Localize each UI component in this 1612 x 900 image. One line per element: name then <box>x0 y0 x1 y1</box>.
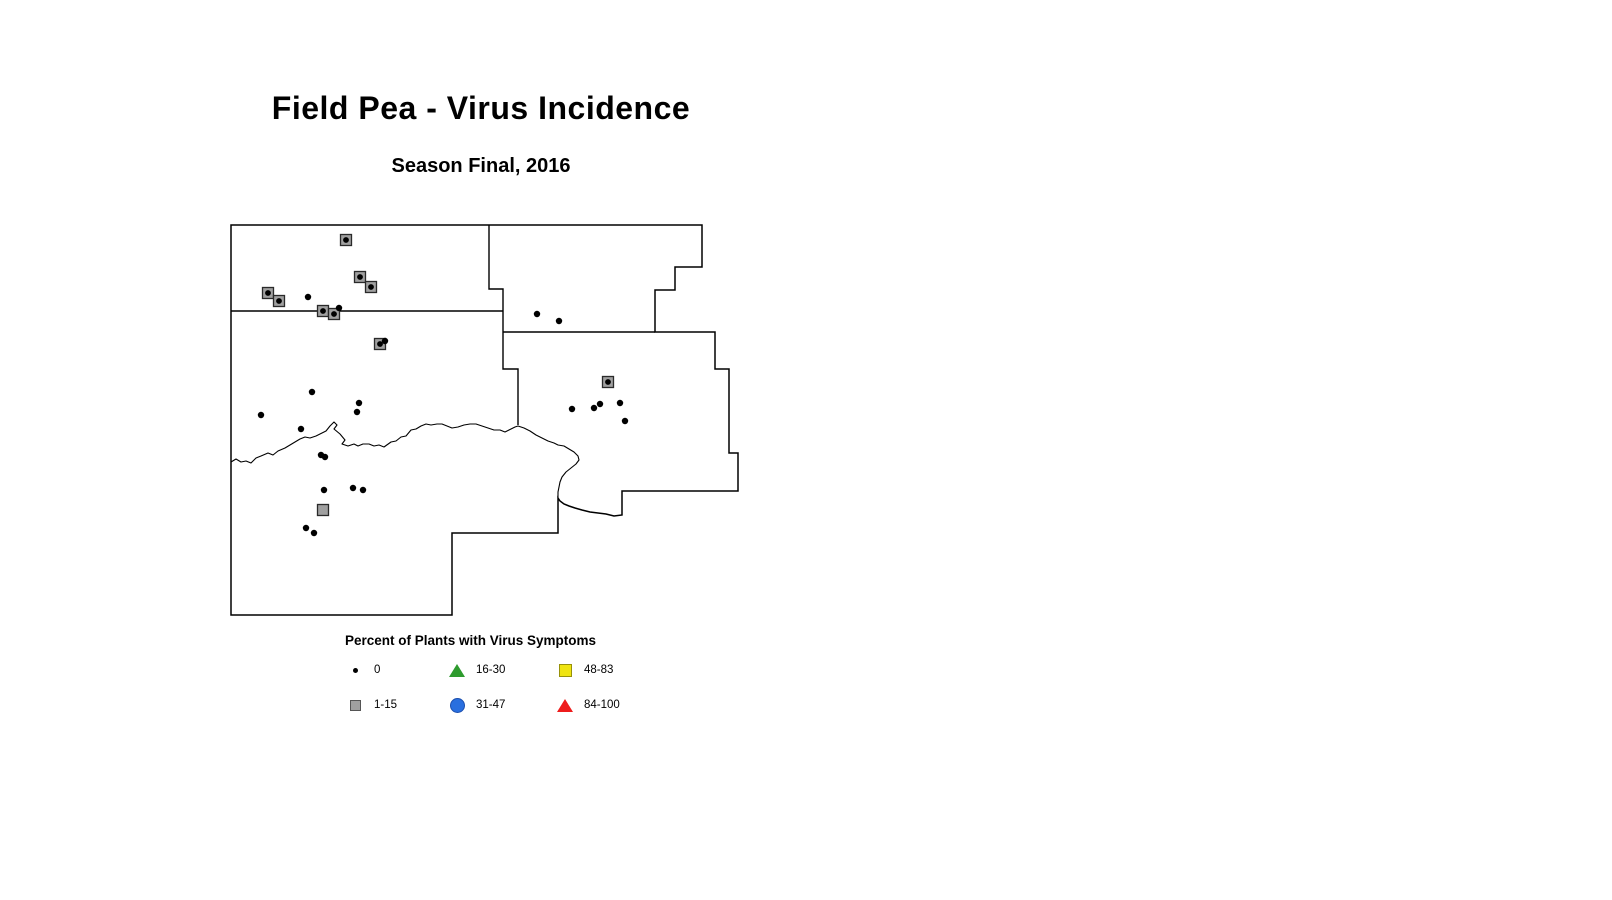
green-triangle-icon <box>448 661 466 679</box>
marker-dot-0 <box>304 293 312 301</box>
blue-circle <box>449 697 465 713</box>
marker-dot-0 <box>320 308 326 314</box>
marker-dot-0 <box>596 400 604 408</box>
blue-circle-icon <box>448 696 466 714</box>
marker-dot-0 <box>331 311 337 317</box>
marker-dot-0 <box>335 304 343 312</box>
marker-dot-0 <box>605 379 611 385</box>
marker-dot-0 <box>349 484 357 492</box>
legend-label: 48-83 <box>584 664 614 676</box>
legend-item: 48-83 <box>556 660 613 680</box>
legend-item: 1-15 <box>346 695 397 715</box>
gray-square-icon <box>346 696 364 714</box>
green-triangle <box>449 663 465 677</box>
black-dot <box>352 667 358 673</box>
marker-dot-0 <box>353 408 361 416</box>
marker-dot-0 <box>320 486 328 494</box>
legend-label: 0 <box>374 664 381 676</box>
page-title: Field Pea - Virus Incidence <box>271 90 691 126</box>
red-triangle <box>557 698 573 712</box>
gray-square <box>349 699 361 711</box>
legend-label: 31-47 <box>476 699 506 711</box>
marker-dot-0 <box>568 405 576 413</box>
marker-dot-0 <box>359 486 367 494</box>
marker-dot-0 <box>533 310 541 318</box>
yellow-square <box>558 663 572 677</box>
marker-dot-0 <box>368 284 374 290</box>
marker-dot-0 <box>257 411 265 419</box>
black-dot-icon <box>346 661 364 679</box>
marker-dot-0 <box>310 529 318 537</box>
river-line <box>230 421 580 498</box>
marker-dot-0 <box>355 399 363 407</box>
yellow-square-icon <box>556 661 574 679</box>
map-outer-boundary <box>230 224 739 616</box>
marker-dot-0 <box>302 524 310 532</box>
legend-item: 16-30 <box>448 660 505 680</box>
legend-item: 84-100 <box>556 695 620 715</box>
marker-dot-0 <box>616 399 624 407</box>
marker-dot-0 <box>381 337 389 345</box>
legend-title: Percent of Plants with Virus Symptoms <box>345 633 597 648</box>
legend-label: 84-100 <box>584 699 620 711</box>
legend-label: 1-15 <box>374 699 398 711</box>
legend-label: 16-30 <box>476 664 506 676</box>
marker-dot-0 <box>297 425 305 433</box>
marker-dot-0 <box>321 453 329 461</box>
marker-dot-0 <box>621 417 629 425</box>
marker-dot-0 <box>357 274 363 280</box>
legend-item: 31-47 <box>448 695 505 715</box>
legend-item: 0 <box>346 660 380 680</box>
marker-dot-0 <box>590 404 598 412</box>
marker-dot-0 <box>377 341 383 347</box>
marker-dot-0 <box>555 317 563 325</box>
page-subtitle: Season Final, 2016 <box>391 155 571 177</box>
marker-dot-0 <box>308 388 316 396</box>
county-boundary-line <box>488 225 519 425</box>
marker-dot-0 <box>276 298 282 304</box>
marker-square-1-15 <box>316 503 330 517</box>
red-triangle-icon <box>556 696 574 714</box>
marker-dot-0 <box>265 290 271 296</box>
marker-dot-0 <box>343 237 349 243</box>
